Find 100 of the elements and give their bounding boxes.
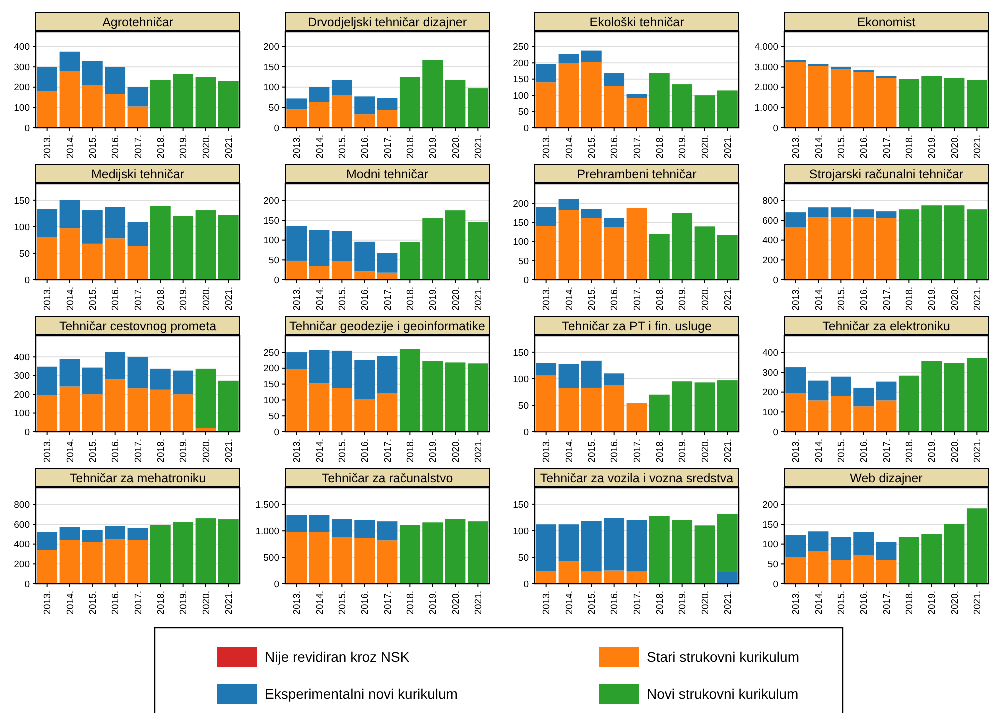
bar xyxy=(377,253,398,273)
bar xyxy=(468,364,488,432)
y-tick-label: 150 xyxy=(513,348,529,359)
x-tick-label: 2015. xyxy=(88,135,99,159)
bar xyxy=(898,210,920,280)
x-tick-label: 2019. xyxy=(678,135,689,159)
bar xyxy=(309,515,330,532)
bar xyxy=(82,244,103,280)
bar xyxy=(581,521,602,572)
bar xyxy=(830,560,852,584)
x-tick-label: 2020. xyxy=(700,135,712,159)
bar xyxy=(422,60,444,128)
bar xyxy=(922,76,942,128)
y-tick-label: 100 xyxy=(264,396,280,407)
bar xyxy=(150,390,171,432)
bar xyxy=(196,518,216,584)
y-tick-label: 0 xyxy=(773,123,778,134)
x-tick-label: 2018. xyxy=(405,287,416,311)
bar xyxy=(922,361,942,432)
bar xyxy=(830,208,852,218)
bar xyxy=(218,380,239,432)
x-tick-label: 2016. xyxy=(110,591,122,615)
bar xyxy=(604,218,625,228)
x-tick-label: 2014. xyxy=(814,287,825,311)
x-tick-label: 2017. xyxy=(632,287,644,311)
legend-label: Stari strukovni kurikulum xyxy=(647,648,800,665)
y-tick-label: 200 xyxy=(264,364,280,375)
bar xyxy=(173,394,194,432)
bar xyxy=(422,522,444,584)
bar xyxy=(604,518,625,571)
x-tick-label: 2019. xyxy=(178,135,190,159)
y-tick-label: 0 xyxy=(24,579,30,590)
bar xyxy=(808,400,829,432)
bar xyxy=(672,520,693,584)
bar xyxy=(808,551,829,584)
x-tick-label: 2018. xyxy=(156,287,167,311)
chart-title: Ekonomist xyxy=(857,16,916,30)
bar xyxy=(60,228,80,280)
y-tick-label: 300 xyxy=(14,371,30,382)
bar xyxy=(377,540,398,584)
bar xyxy=(354,272,376,280)
bar xyxy=(332,262,352,280)
y-tick-label: 600 xyxy=(14,520,30,531)
x-tick-label: 2014. xyxy=(564,135,576,159)
bar xyxy=(876,542,897,560)
bar xyxy=(128,388,148,432)
x-tick-label: 2018. xyxy=(156,135,167,159)
x-tick-label: 2013. xyxy=(42,287,54,311)
y-tick-label: 50 xyxy=(19,248,30,260)
x-tick-label: 2013. xyxy=(791,135,802,159)
bar xyxy=(898,79,920,128)
bar xyxy=(128,246,148,280)
x-tick-label: 2021. xyxy=(972,135,984,159)
bar xyxy=(105,539,126,584)
x-tick-label: 2018. xyxy=(904,287,916,311)
bar xyxy=(400,525,420,584)
bar xyxy=(604,385,625,432)
bar xyxy=(309,384,330,432)
y-tick-label: 150 xyxy=(762,520,778,531)
bar xyxy=(128,87,148,107)
x-tick-label: 2019. xyxy=(927,591,938,615)
x-tick-label: 2014. xyxy=(814,135,825,159)
y-tick-label: 200 xyxy=(762,255,778,266)
bar xyxy=(786,227,806,280)
x-tick-label: 2021. xyxy=(972,439,984,463)
x-tick-label: 2017. xyxy=(382,591,394,615)
y-tick-label: 150 xyxy=(513,218,529,230)
x-tick-label: 2018. xyxy=(904,135,916,159)
x-tick-label: 2015. xyxy=(836,591,848,615)
x-tick-label: 2019. xyxy=(678,591,689,615)
bar xyxy=(626,572,648,584)
x-tick-label: 2013. xyxy=(292,591,304,615)
x-tick-label: 2013. xyxy=(42,591,54,615)
chart-title: Web dizajner xyxy=(850,472,923,486)
y-tick-label: 50 xyxy=(268,411,280,422)
bar xyxy=(445,519,466,584)
x-tick-label: 2016. xyxy=(859,591,870,615)
bar xyxy=(898,537,920,584)
x-tick-label: 2013. xyxy=(542,135,553,159)
bar xyxy=(82,85,103,128)
bar xyxy=(966,358,988,432)
y-tick-label: 300 xyxy=(14,62,30,74)
y-tick-label: 150 xyxy=(513,500,529,511)
bar xyxy=(876,560,897,584)
y-tick-label: 100 xyxy=(762,407,778,418)
bar xyxy=(944,524,965,584)
bar xyxy=(604,570,625,584)
bar xyxy=(60,386,80,432)
y-tick-label: 150 xyxy=(513,74,529,86)
bar xyxy=(854,72,874,128)
y-tick-label: 0 xyxy=(274,579,280,590)
bar xyxy=(400,77,420,128)
bar xyxy=(422,361,444,432)
x-tick-label: 2015. xyxy=(337,287,348,311)
x-tick-label: 2014. xyxy=(65,591,76,615)
x-tick-label: 2020. xyxy=(950,591,961,615)
y-tick-label: 800 xyxy=(14,500,30,511)
x-tick-label: 2013. xyxy=(542,439,553,463)
x-tick-label: 2016. xyxy=(360,287,372,311)
bar xyxy=(105,238,126,280)
